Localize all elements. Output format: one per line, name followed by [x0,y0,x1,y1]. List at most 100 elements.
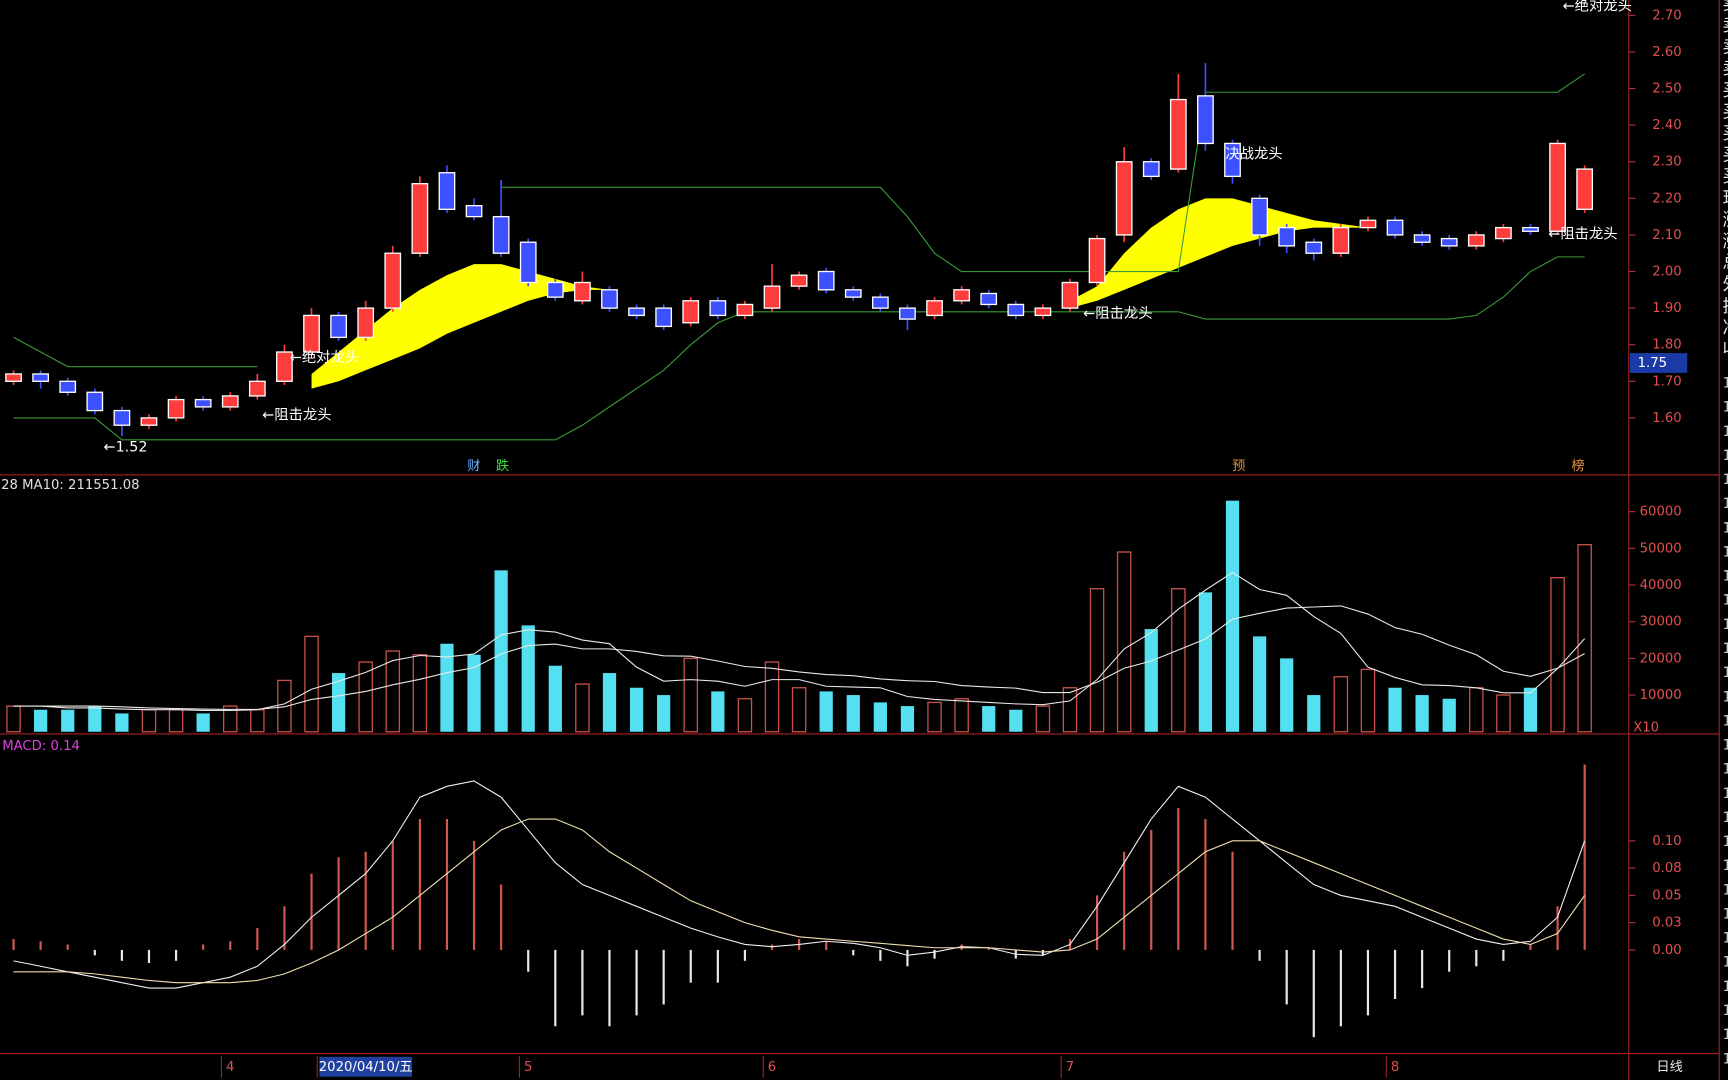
candle-body [357,307,375,339]
y-tick-label: 0.03 [1652,916,1681,931]
volume-bar [575,683,590,733]
volume-bar [521,625,535,732]
trade-time: 14:48 [1722,496,1728,512]
quote-label: 买四 [1722,146,1728,166]
quote-label: 净资 [1722,317,1728,338]
candle-body [5,373,22,382]
y-tick-label: 0.05 [1652,888,1681,903]
trade-time: 14:52 [1722,617,1728,633]
candle-body [1413,234,1431,243]
trade-time: 14:49 [1722,520,1728,536]
candle-body [844,289,862,298]
quote-label: 卖三 [1722,15,1728,36]
candle-body [1440,237,1458,247]
volume-bar [954,698,969,733]
volume-bar [1035,705,1051,733]
volume-bar [1252,636,1267,732]
candle-body [167,398,185,419]
macd-dif [13,780,1586,989]
x-tick-label: 4 [226,1060,234,1075]
current-price-box [1629,353,1688,373]
trade-time: 14:55 [1722,810,1728,826]
y-tick-label: 0.08 [1652,861,1681,876]
y-tick-label: 1.60 [1652,411,1681,426]
volume-bar [819,691,833,732]
trade-time: 14:54 [1722,762,1728,778]
candle-body [411,183,429,254]
candle-body [1115,161,1133,236]
quote-label: 买二 [1722,102,1728,122]
volume-unit: X10 [1633,720,1659,735]
volume-bar [764,661,780,733]
candle-body [1169,98,1187,170]
quote-label: 外盘 [1722,274,1728,295]
y-tick-label: 10000 [1640,688,1682,703]
candle-body [221,395,239,408]
candle-body [140,417,158,426]
trade-time: 14:52 [1722,641,1728,657]
candle-body [1034,307,1052,317]
y-tick-label: 1.80 [1652,338,1681,353]
candle-body [1061,281,1079,309]
volume-bar [1171,588,1186,733]
y-tick-label: 20000 [1640,651,1682,666]
quote-label: 涨跌 [1722,209,1728,230]
y-tick-label: 0.10 [1652,834,1681,849]
volume-bar [1415,695,1429,732]
volume-bar [1550,577,1565,733]
candle-body [248,380,266,397]
volume-bar [927,701,942,733]
candle-body [628,307,645,317]
quote-label: 现价 [1722,189,1728,209]
volume-bar [1523,687,1538,732]
candle-body [1142,161,1160,178]
quote-label: 收益 [1722,339,1728,360]
y-tick-label: 2.30 [1652,155,1681,170]
quote-label: 买一 [1722,81,1728,101]
event-marker: 预 [1232,458,1245,474]
channel-upper [13,73,1585,368]
volume-bar [1089,588,1105,733]
volume-bar [1062,687,1078,733]
annotation: ←绝对龙头 [1563,0,1632,15]
y-tick-label: 2.60 [1652,45,1681,60]
quote-label: 买三 [1722,124,1728,144]
volume-bar [385,650,401,733]
candle-body [1251,197,1268,236]
candle-body [1305,241,1323,254]
y-tick-label: 40000 [1640,578,1682,593]
candle-body [953,289,971,302]
y-tick-label: 50000 [1640,541,1682,556]
candle-body [1278,226,1296,247]
candle-body [682,300,700,324]
x-tick-label: 2020/04/10/五 [319,1060,413,1075]
volume-bar [358,661,373,733]
volume-bar [1442,698,1456,732]
trade-time: 14:53 [1722,689,1728,705]
volume-bar [711,691,725,732]
quote-label: 卖一 [1722,58,1728,79]
candle-body [303,314,320,353]
volume-ma10 [13,605,1585,710]
candle-body [709,300,727,317]
trade-time: 14:56 [1722,1027,1728,1043]
x-tick-label: 8 [1391,1060,1399,1075]
volume-bar [737,698,753,733]
volume-bar [548,665,562,732]
volume-bar [467,654,481,732]
candle-body [763,285,781,309]
y-tick-label: 2.10 [1652,228,1681,243]
candle-body [1197,95,1214,145]
annotation: ←1.52 [104,439,148,455]
event-marker: 财 [467,458,480,474]
candle-body [980,292,998,306]
candle-body [1359,219,1377,229]
candle-body [194,398,212,408]
candle-body [113,409,131,426]
candle-body [465,204,483,218]
volume-bar [1144,629,1158,732]
candle-body [1495,226,1512,240]
y-tick-label: 2.70 [1652,8,1681,23]
trade-time: 14:48 [1722,424,1728,440]
